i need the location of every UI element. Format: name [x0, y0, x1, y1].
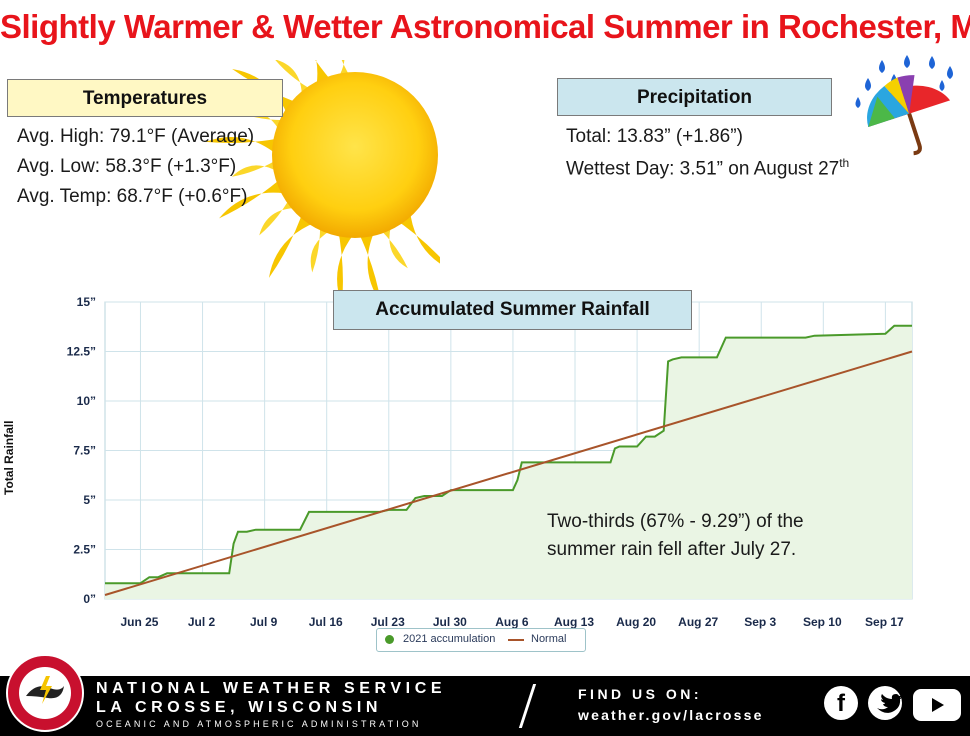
y-tick-label: 12.5”: [67, 345, 96, 359]
legend-label-accumulation: 2021 accumulation: [403, 633, 496, 645]
x-tick-label: Jul 16: [309, 615, 343, 629]
avg-low-text: Avg. Low: 58.3°F (+1.3°F): [17, 156, 237, 177]
avg-temp-text: Avg. Temp: 68.7°F (+0.6°F): [17, 186, 248, 207]
series-area-accumulation: [105, 325, 912, 599]
chart-area-layer: [105, 325, 912, 599]
wettest-day-text: Wettest Day: 3.51” on August 27th: [566, 156, 849, 180]
annotation-line-2: summer rain fell after July 27.: [547, 539, 797, 560]
y-tick-label: 7.5”: [73, 444, 96, 458]
footer-website-link[interactable]: weather.gov/lacrosse: [578, 707, 764, 723]
legend-label-normal: Normal: [531, 633, 567, 645]
youtube-icon[interactable]: [913, 689, 961, 721]
x-tick-labels: Jun 25 Jul 2 Jul 9 Jul 16 Jul 23 Jul 30 Aug 6 A…: [120, 615, 904, 629]
sun-ray: [205, 136, 287, 161]
x-tick-label: Jul 2: [188, 615, 216, 629]
y-axis-label: Total Rainfall: [2, 420, 16, 495]
y-tick-label: 15”: [77, 295, 96, 309]
annotation-line-1: Two-thirds (67% - 9.29”) of the: [547, 511, 804, 532]
x-tick-label: Aug 27: [678, 615, 718, 629]
y-tick-label: 5”: [83, 493, 96, 507]
legend-marker-accumulation: [385, 635, 394, 644]
series-line-normal: [104, 350, 913, 596]
sun-ray: [219, 173, 297, 219]
series-line-accumulation: [105, 324, 912, 585]
chart-legend: 2021 accumulation Normal: [376, 628, 586, 652]
footer-noaa: OCEANIC AND ATMOSPHERIC ADMINISTRATION: [96, 719, 422, 729]
x-tick-label: Sep 10: [803, 615, 842, 629]
sun-ray: [231, 155, 289, 179]
y-tick-labels: 0” 2.5” 5” 7.5” 10” 12.5” 15”: [67, 295, 96, 606]
twitter-icon[interactable]: [868, 686, 902, 720]
footer-divider: [518, 684, 537, 728]
sun-icon: [205, 60, 440, 305]
precipitation-header: Precipitation: [557, 78, 832, 116]
page-title: Slightly Warmer & Wetter Astronomical Su…: [0, 8, 970, 45]
rainfall-chart: 0” 2.5” 5” 7.5” 10” 12.5” 15” Jun 25 Jul 2 Jul 9…: [67, 295, 913, 629]
wettest-day-suffix: th: [839, 156, 850, 170]
footer-org-name: NATIONAL WEATHER SERVICE: [96, 680, 447, 697]
chart-title: Accumulated Summer Rainfall: [333, 290, 692, 330]
y-tick-label: 0”: [83, 592, 96, 606]
wettest-day-value: Wettest Day: 3.51” on August 27: [566, 158, 840, 180]
nws-logo-icon: [6, 654, 84, 732]
x-tick-label: Aug 20: [616, 615, 656, 629]
x-tick-label: Aug 13: [554, 615, 594, 629]
facebook-icon[interactable]: f: [824, 686, 858, 720]
footer-bar: NATIONAL WEATHER SERVICE LA CROSSE, WISC…: [0, 654, 970, 736]
precip-total-text: Total: 13.83” (+1.86”): [566, 126, 743, 147]
chart-line-layer: [104, 324, 913, 596]
legend-marker-normal: [508, 639, 524, 641]
chart-annotation: Two-thirds (67% - 9.29”) of the summer r…: [547, 508, 804, 564]
sun-ray: [355, 221, 382, 303]
temperatures-header: Temperatures: [7, 79, 283, 117]
y-tick-label: 10”: [77, 394, 96, 408]
x-tick-label: Jul 23: [371, 615, 405, 629]
sun-ray: [336, 223, 361, 305]
x-tick-label: Sep 3: [744, 615, 776, 629]
x-tick-label: Aug 6: [495, 615, 529, 629]
avg-high-text: Avg. High: 79.1°F (Average): [17, 126, 255, 147]
x-tick-label: Jun 25: [120, 615, 158, 629]
x-tick-label: Jul 30: [433, 615, 467, 629]
umbrella-icon: [855, 55, 953, 156]
x-tick-label: Jul 9: [250, 615, 278, 629]
x-tick-label: Sep 17: [865, 615, 904, 629]
y-tick-label: 2.5”: [73, 543, 96, 557]
footer-find-us: FIND US ON:: [578, 686, 703, 702]
footer-office: LA CROSSE, WISCONSIN: [96, 699, 383, 716]
